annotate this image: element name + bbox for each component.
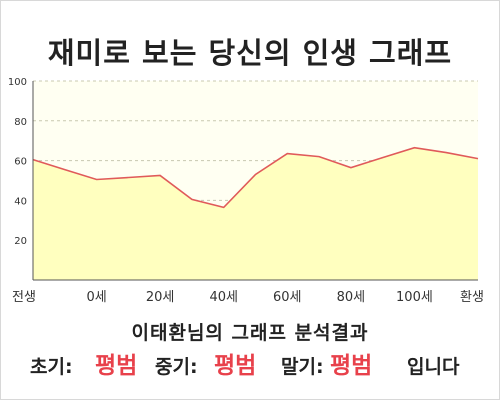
- y-tick-label: 20: [14, 236, 27, 247]
- middle-value: 평범: [214, 353, 257, 379]
- x-tick-label: 40세: [209, 290, 238, 305]
- early-value: 평범: [95, 353, 138, 379]
- result-summary: 초기: 평범 중기: 평범 말기: 평범 입니다: [0, 346, 500, 380]
- late-label: 말기:: [281, 356, 324, 378]
- y-tick-label: 40: [14, 196, 27, 207]
- y-tick-labels: 20 40 60 80 100: [8, 77, 27, 247]
- x-tick-labels: 전생 0세 20세 40세 60세 80세 100세 환생: [12, 290, 484, 305]
- x-tick-label: 0세: [86, 290, 106, 305]
- x-tick-label: 전생: [12, 290, 36, 305]
- x-tick-label: 20세: [146, 290, 175, 305]
- analysis-subtitle: 이태환님의 그래프 분석결과: [131, 322, 369, 344]
- late-value: 평범: [330, 353, 373, 379]
- x-tick-label: 100세: [396, 290, 433, 305]
- x-tick-label: 환생: [460, 290, 484, 305]
- x-tick-label: 60세: [273, 290, 302, 305]
- y-tick-label: 80: [14, 117, 27, 128]
- x-tick-label: 80세: [337, 290, 366, 305]
- area-fill: [33, 147, 478, 280]
- page-title: 재미로 보는 당신의 인생 그래프: [47, 36, 453, 70]
- early-label: 초기:: [30, 356, 73, 378]
- y-tick-label: 100: [8, 77, 27, 88]
- series-line: [32, 146, 479, 209]
- result-suffix: 입니다: [407, 356, 460, 378]
- y-tick-label: 60: [14, 157, 27, 168]
- middle-label: 중기:: [155, 356, 198, 378]
